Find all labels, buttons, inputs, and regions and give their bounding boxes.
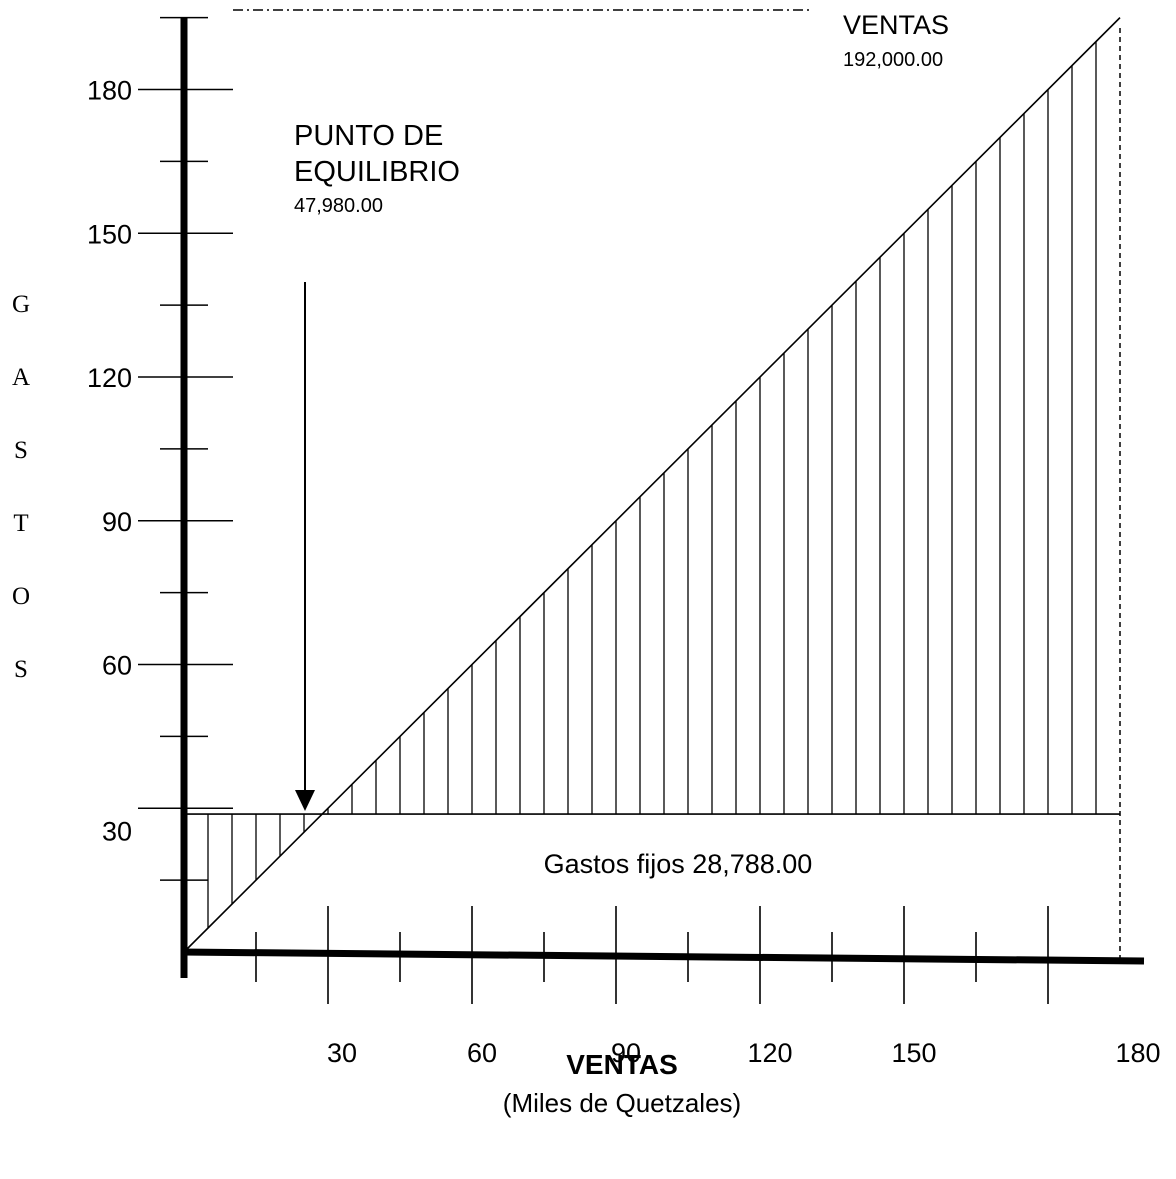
x-axis-line <box>180 948 1145 965</box>
x-tick-label: 150 <box>891 1038 936 1068</box>
y-tick-label: 180 <box>87 76 132 106</box>
break-even-title-line1: PUNTO DE <box>294 120 443 152</box>
x-tick-label: 90 <box>611 1038 641 1068</box>
sales-title: VENTAS <box>843 10 949 40</box>
sales-line <box>183 17 1121 953</box>
hatching <box>207 41 1097 929</box>
sales-value: 192,000.00 <box>843 49 943 71</box>
x-tick-label: 60 <box>467 1038 497 1068</box>
chart-lines <box>180 17 1145 978</box>
y-tick-label: 120 <box>87 363 132 393</box>
x-tick-label: 180 <box>1115 1038 1160 1068</box>
x-axis-label: VENTAS <box>566 1049 678 1080</box>
y-axis-label-letter: S <box>14 656 28 683</box>
break-even-title-line2: EQUILIBRIO <box>294 156 460 188</box>
y-axis-label-letter: O <box>12 583 30 610</box>
y-axis-label-letter: G <box>12 291 30 318</box>
y-axis-label-letter: T <box>13 510 28 537</box>
x-tick-label: 30 <box>327 1038 357 1068</box>
y-axis-label: G A S T O S <box>12 291 30 683</box>
axis-ticks: 30 60 90 120 150 180 30 60 90 120 150 180 <box>87 16 1161 1068</box>
fixed-costs-label: Gastos fijos 28,788.00 <box>544 849 813 879</box>
break-even-arrow-head <box>295 790 315 811</box>
y-tick-label: 150 <box>87 219 132 249</box>
y-axis-label-letter: A <box>12 364 30 391</box>
x-axis-sublabel: (Miles de Quetzales) <box>503 1088 741 1118</box>
y-tick-label: 60 <box>102 651 132 681</box>
x-tick-label: 120 <box>747 1038 792 1068</box>
y-axis-label-letter: S <box>14 437 28 464</box>
y-tick-label: 90 <box>102 507 132 537</box>
break-even-value: 47,980.00 <box>294 195 383 217</box>
y-tick-label: 30 <box>102 816 132 846</box>
